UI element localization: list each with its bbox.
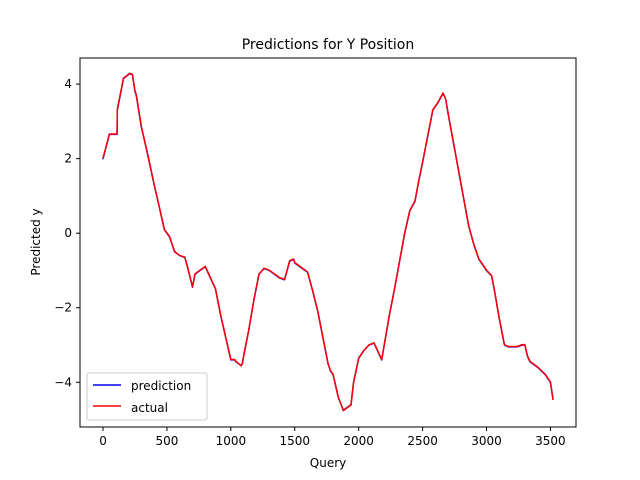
x-tick-label: 3500 — [535, 434, 566, 448]
legend-label-actual: actual — [131, 401, 168, 415]
y-axis: −4 −2 0 2 4 — [54, 77, 80, 389]
x-tick-label: 1000 — [216, 434, 247, 448]
x-tick-label: 500 — [155, 434, 178, 448]
x-tick-label: 3000 — [471, 434, 502, 448]
y-tick-label: 4 — [64, 77, 72, 91]
x-tick-label: 0 — [99, 434, 107, 448]
series-line-actual — [102, 72, 554, 412]
plot-area — [79, 57, 577, 428]
legend-label-prediction: prediction — [131, 379, 191, 393]
y-axis-label: Predicted y — [29, 208, 43, 275]
chart-title: Predictions for Y Position — [242, 37, 415, 53]
y-tick-label: −2 — [54, 301, 72, 315]
x-axis: 0 500 1000 1500 2000 2500 3000 3500 — [99, 427, 566, 448]
y-tick-label: 2 — [64, 152, 72, 166]
x-tick-label: 1500 — [279, 434, 310, 448]
y-tick-label: −4 — [54, 375, 72, 389]
y-tick-label: 0 — [64, 226, 72, 240]
legend: prediction actual — [86, 372, 208, 421]
series-layer — [102, 72, 554, 412]
plot-background — [80, 58, 576, 427]
x-axis-label: Query — [310, 456, 346, 470]
x-tick-label: 2000 — [343, 434, 374, 448]
x-tick-label: 2500 — [407, 434, 438, 448]
plot-frame — [79, 57, 577, 428]
